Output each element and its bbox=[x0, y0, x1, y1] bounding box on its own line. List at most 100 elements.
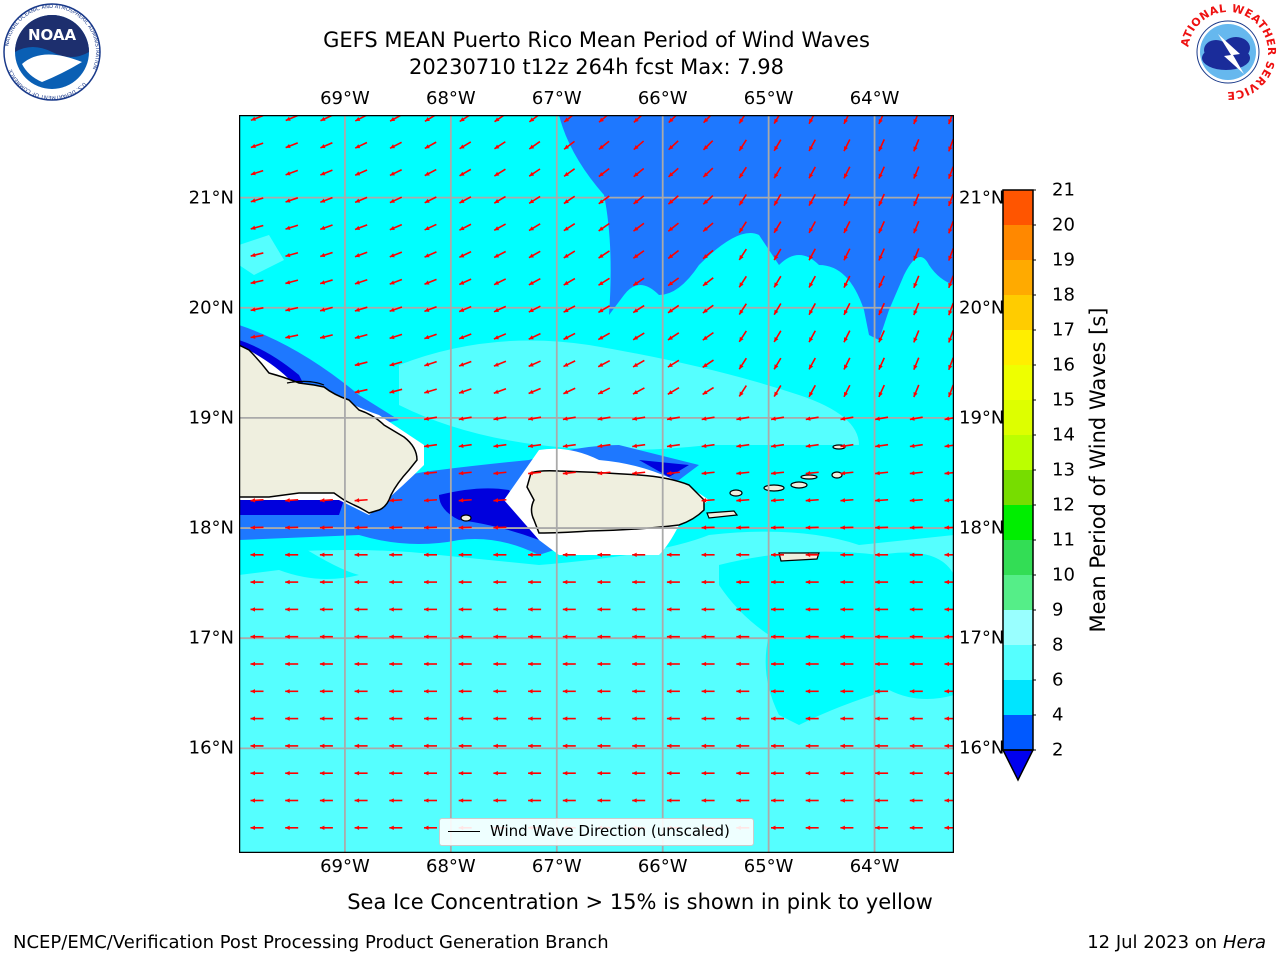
wind-arrow bbox=[633, 167, 645, 178]
wind-arrow bbox=[319, 634, 333, 639]
wind-arrow bbox=[913, 330, 920, 343]
wind-arrow bbox=[424, 168, 437, 177]
wind-arrow bbox=[285, 771, 299, 776]
wind-arrow bbox=[666, 798, 680, 803]
wind-arrow bbox=[632, 743, 646, 749]
wind-arrow bbox=[701, 416, 715, 421]
wind-arrow bbox=[875, 416, 889, 421]
wind-arrow bbox=[354, 825, 368, 830]
wind-arrow bbox=[771, 634, 784, 639]
wind-arrow bbox=[773, 275, 782, 288]
wind-arrow bbox=[771, 798, 784, 803]
wind-arrow bbox=[632, 359, 645, 368]
wind-arrow bbox=[389, 661, 403, 667]
wind-arrow bbox=[250, 825, 264, 830]
wind-arrow bbox=[909, 661, 923, 667]
wind-arrow bbox=[771, 607, 784, 612]
wind-arrow bbox=[736, 525, 750, 530]
wind-arrow bbox=[702, 140, 714, 151]
wind-arrow bbox=[598, 305, 610, 314]
wind-arrow bbox=[319, 771, 333, 776]
wind-arrow bbox=[389, 689, 403, 694]
wind-arrow bbox=[562, 416, 576, 421]
wind-arrow bbox=[632, 304, 645, 314]
wind-arrow bbox=[875, 825, 889, 830]
wind-arrow bbox=[424, 333, 437, 340]
colorbar-tick-label: 6 bbox=[1052, 669, 1064, 691]
wind-arrow bbox=[632, 771, 646, 776]
wind-arrow bbox=[738, 303, 748, 315]
colorbar-segment bbox=[1003, 435, 1033, 470]
wind-arrow bbox=[320, 169, 333, 176]
wind-arrow bbox=[598, 168, 610, 178]
wind-arrow bbox=[597, 607, 611, 612]
wind-arrow bbox=[843, 166, 851, 179]
colorbar bbox=[1000, 185, 1038, 785]
wind-arrow bbox=[805, 416, 819, 421]
wind-arrow bbox=[493, 305, 507, 313]
wind-arrow bbox=[875, 607, 889, 612]
wind-arrow bbox=[562, 689, 576, 694]
wind-arrow bbox=[738, 330, 748, 343]
wind-arrow bbox=[493, 443, 507, 449]
wind-arrow bbox=[250, 661, 264, 667]
wind-arrow bbox=[770, 552, 785, 557]
wind-arrow bbox=[948, 166, 954, 179]
wind-arrow bbox=[493, 387, 507, 395]
wind-arrow bbox=[493, 579, 507, 585]
wind-arrow bbox=[320, 224, 333, 231]
wind-arrow bbox=[250, 552, 264, 557]
colorbar-tick-label: 13 bbox=[1052, 459, 1075, 481]
wind-arrow bbox=[805, 771, 819, 776]
wind-arrow bbox=[913, 384, 920, 398]
colorbar-segment bbox=[1003, 330, 1033, 365]
wind-arrow bbox=[528, 250, 541, 259]
wind-arrow bbox=[424, 689, 437, 694]
wind-arrow bbox=[666, 579, 680, 585]
wind-arrow bbox=[875, 716, 889, 721]
wind-arrow bbox=[738, 275, 748, 288]
wind-arrow bbox=[319, 251, 333, 258]
wind-arrow bbox=[354, 689, 368, 694]
wind-arrow bbox=[250, 224, 264, 230]
wind-arrow bbox=[773, 139, 782, 152]
wind-arrow bbox=[808, 111, 817, 125]
wind-arrow bbox=[878, 166, 886, 179]
wind-arrow bbox=[493, 743, 507, 749]
wind-arrow bbox=[389, 333, 403, 340]
wind-arrow bbox=[563, 140, 575, 150]
wind-arrow bbox=[843, 330, 851, 343]
wind-arrow bbox=[319, 552, 333, 557]
wind-arrow bbox=[875, 689, 889, 694]
colorbar-tick-label: 17 bbox=[1052, 319, 1075, 341]
lat-label-right: 17°N bbox=[959, 627, 1005, 649]
wind-arrow bbox=[805, 634, 819, 639]
wind-arrow bbox=[493, 360, 507, 367]
wind-arrow bbox=[528, 223, 541, 232]
wind-arrow bbox=[666, 771, 680, 776]
wind-arrow bbox=[770, 470, 785, 476]
lon-label-bottom: 68°W bbox=[425, 856, 476, 877]
wind-arrow bbox=[562, 661, 576, 667]
wind-arrow bbox=[948, 302, 954, 316]
wind-arrow bbox=[701, 470, 715, 476]
lon-label-top: 65°W bbox=[743, 88, 794, 109]
footer-host: Hera bbox=[1222, 932, 1266, 953]
wind-arrow bbox=[805, 579, 819, 585]
wind-arrow bbox=[320, 141, 333, 149]
wind-arrow bbox=[528, 305, 541, 313]
wind-arrow bbox=[875, 771, 889, 776]
wind-arrow bbox=[878, 248, 886, 261]
wind-arrow bbox=[875, 470, 889, 476]
wind-arrow bbox=[840, 607, 854, 612]
wind-arrow bbox=[632, 661, 646, 667]
wind-arrow bbox=[285, 251, 299, 258]
wind-arrow bbox=[702, 194, 714, 205]
wind-arrow bbox=[909, 689, 923, 694]
wind-arrow bbox=[736, 661, 750, 667]
wind-arrow bbox=[632, 689, 646, 694]
wind-arrow bbox=[528, 607, 542, 612]
wind-arrow bbox=[493, 250, 507, 259]
wind-arrow bbox=[562, 743, 576, 749]
colorbar-tick-label: 16 bbox=[1052, 354, 1075, 376]
